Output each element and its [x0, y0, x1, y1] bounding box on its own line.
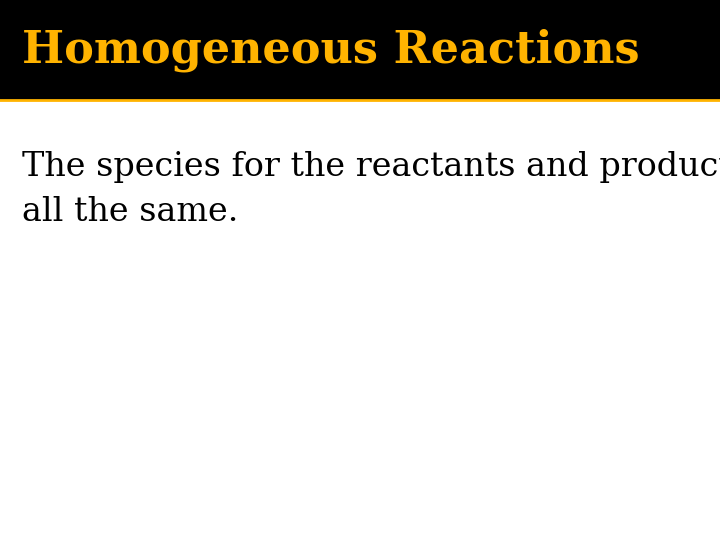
Text: The species for the reactants and products are
all the same.: The species for the reactants and produc… [22, 151, 720, 228]
FancyBboxPatch shape [0, 0, 720, 100]
Text: Homogeneous Reactions: Homogeneous Reactions [22, 28, 639, 72]
